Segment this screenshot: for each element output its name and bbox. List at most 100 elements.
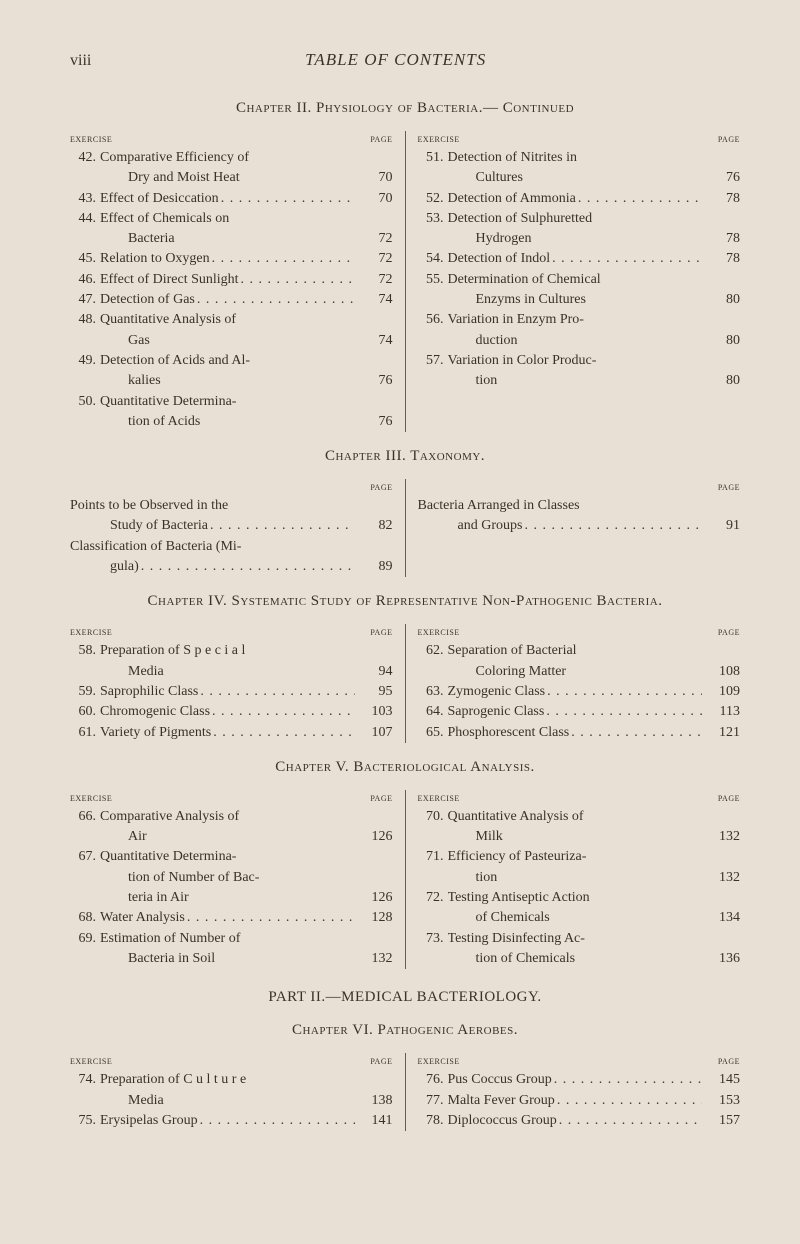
entries: 42.Comparative Efficiency ofDry and Mois… [70, 148, 393, 432]
entry-number: 61. [70, 723, 100, 743]
entries: 66.Comparative Analysis ofAir12667.Quant… [70, 807, 393, 969]
toc-entry: 71.Efficiency of Pasteuriza- [418, 847, 741, 867]
col-head-page: page [370, 131, 392, 146]
entry-page: 94 [355, 662, 393, 682]
chapter-6-columns: exercise page 74.Preparation of C u l t … [70, 1053, 740, 1131]
entry-label: Detection of Indol [448, 249, 703, 269]
col-head: exercise page [70, 131, 393, 146]
entry-number: 55. [418, 270, 448, 290]
toc-entry: 56.Variation in Enzym Pro- [418, 310, 741, 330]
entry-page: 91 [702, 516, 740, 536]
entry-page: 74 [355, 290, 393, 310]
toc-entry: 48.Quantitative Analysis of [70, 310, 393, 330]
toc-entry: Media138 [70, 1091, 393, 1111]
toc-entry: 76.Pus Coccus Group145 [418, 1070, 741, 1090]
entry-label: duction [448, 331, 703, 351]
toc-entry: 59.Saprophilic Class95 [70, 682, 393, 702]
entry-label: Bacteria Arranged in Classes [418, 496, 741, 516]
entry-number: 56. [418, 310, 448, 330]
entry-page: 70 [355, 189, 393, 209]
entry-label: Saprophilic Class [100, 682, 355, 702]
entry-page: 108 [702, 662, 740, 682]
entry-number: 65. [418, 723, 448, 743]
toc-entry: Enzyms in Cultures80 [418, 290, 741, 310]
entry-number: 70. [418, 807, 448, 827]
entry-label: Variation in Color Produc- [448, 351, 741, 371]
entry-label: Quantitative Analysis of [100, 310, 393, 330]
chapter-2-title: Chapter II. Physiology of Bacteria.— Con… [70, 100, 740, 117]
entry-number: 72. [418, 888, 448, 908]
col-head-exercise: exercise [70, 790, 112, 805]
toc-entry: kalies76 [70, 371, 393, 391]
entries: 58.Preparation of S p e c i a lMedia9459… [70, 641, 393, 742]
entry-label: Phosphorescent Class [448, 723, 703, 743]
entry-number: 57. [418, 351, 448, 371]
entry-number: 46. [70, 270, 100, 290]
col-head-page: page [370, 1053, 392, 1068]
entries: 74.Preparation of C u l t u r eMedia1387… [70, 1070, 393, 1131]
toc-entry: tion of Number of Bac- [70, 868, 393, 888]
entry-label: Points to be Observed in the [70, 496, 393, 516]
entries: 70.Quantitative Analysis ofMilk13271.Eff… [418, 807, 741, 969]
toc-entry: 52.Detection of Ammonia78 [418, 189, 741, 209]
entry-page: 157 [702, 1111, 740, 1131]
entry-label: Dry and Moist Heat [100, 168, 355, 188]
entry-number: 74. [70, 1070, 100, 1090]
chapter-2-left-col: exercise page 42.Comparative Efficiency … [70, 131, 406, 432]
entry-number: 53. [418, 209, 448, 229]
entry-page: 72 [355, 249, 393, 269]
entry-label: Comparative Efficiency of [100, 148, 393, 168]
entry-label: tion of Acids [100, 412, 355, 432]
toc-entry: 46.Effect of Direct Sunlight72 [70, 270, 393, 290]
toc-entry: and Groups91 [418, 516, 741, 536]
col-head-exercise: exercise [418, 624, 460, 639]
col-head: exercise page [418, 1053, 741, 1068]
toc-entry: Bacteria Arranged in Classes [418, 496, 741, 516]
entry-label: Detection of Acids and Al- [100, 351, 393, 371]
toc-entry: 68.Water Analysis128 [70, 908, 393, 928]
entry-page: 138 [355, 1091, 393, 1111]
chapter-4-title: Chapter IV. Systematic Study of Represen… [70, 593, 740, 610]
entry-page: 145 [702, 1070, 740, 1090]
chapter-5-left-col: exercise page 66.Comparative Analysis of… [70, 790, 406, 969]
toc-entry: 67.Quantitative Determina- [70, 847, 393, 867]
toc-entry: Coloring Matter108 [418, 662, 741, 682]
toc-entry: 42.Comparative Efficiency of [70, 148, 393, 168]
chapter-4-right-col: exercise page 62.Separation of Bacterial… [406, 624, 741, 742]
chapter-6-left-col: exercise page 74.Preparation of C u l t … [70, 1053, 406, 1131]
toc-entry: 47.Detection of Gas74 [70, 290, 393, 310]
entry-label: Variety of Pigments [100, 723, 355, 743]
entry-number: 51. [418, 148, 448, 168]
entry-number: 63. [418, 682, 448, 702]
entry-label: gula) [70, 557, 355, 577]
entries: 62.Separation of BacterialColoring Matte… [418, 641, 741, 742]
entry-page: 136 [702, 949, 740, 969]
entry-label: tion of Number of Bac- [100, 868, 393, 888]
toc-entry: Dry and Moist Heat70 [70, 168, 393, 188]
col-head-page: page [718, 1053, 740, 1068]
chapter-3-left-col: page Points to be Observed in theStudy o… [70, 479, 406, 577]
toc-entry: 51.Detection of Nitrites in [418, 148, 741, 168]
entry-label: teria in Air [100, 888, 355, 908]
toc-entry: tion80 [418, 371, 741, 391]
entry-label: Testing Disinfecting Ac- [448, 929, 741, 949]
page-number: viii [70, 52, 91, 70]
entry-label: Diplococcus Group [448, 1111, 703, 1131]
entry-number: 50. [70, 392, 100, 412]
toc-entry: Cultures76 [418, 168, 741, 188]
col-head: exercise page [70, 624, 393, 639]
entry-page: 78 [702, 189, 740, 209]
entry-page: 128 [355, 908, 393, 928]
col-head-exercise: exercise [418, 790, 460, 805]
entry-page: 103 [355, 702, 393, 722]
toc-entry: 74.Preparation of C u l t u r e [70, 1070, 393, 1090]
chapter-6-title: Chapter VI. Pathogenic Aerobes. [70, 1022, 740, 1039]
toc-entry: Air126 [70, 827, 393, 847]
entry-page: 113 [702, 702, 740, 722]
toc-entry: 63.Zymogenic Class109 [418, 682, 741, 702]
toc-entry: Gas74 [70, 331, 393, 351]
entry-page: 153 [702, 1091, 740, 1111]
entry-label: Effect of Chemicals on [100, 209, 393, 229]
toc-entry: 43.Effect of Desiccation70 [70, 189, 393, 209]
col-head-page: page [418, 479, 741, 494]
